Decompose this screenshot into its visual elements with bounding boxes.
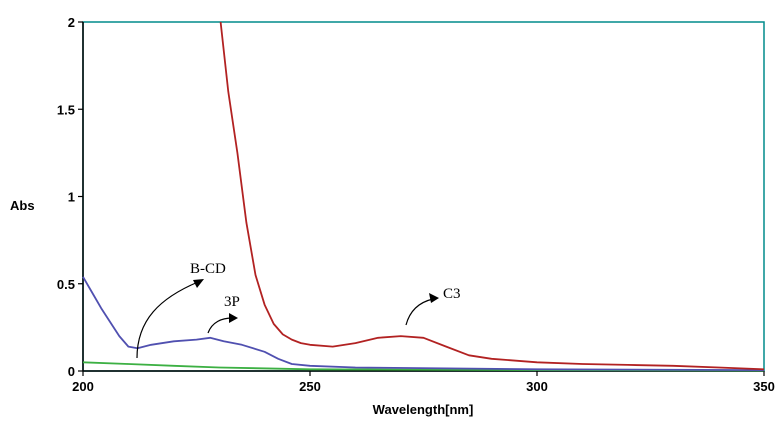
x-tick-label: 300 <box>526 379 548 394</box>
annotation-label-3p: 3P <box>224 294 240 310</box>
y-tick-label: 2 <box>68 15 75 30</box>
y-tick-label: 1 <box>68 190 75 205</box>
x-tick-label: 200 <box>72 379 94 394</box>
y-tick-label: 0 <box>68 364 75 379</box>
annotation-arrow-b-cd <box>136 281 199 359</box>
annotation-arrow-c3 <box>405 298 434 326</box>
series-line-c3 <box>219 21 765 371</box>
x-tick-label: 350 <box>753 379 775 394</box>
plot-area <box>82 21 765 372</box>
annotation-arrowhead-c3 <box>429 293 439 303</box>
x-axis: 200 250 300 350 <box>72 370 775 394</box>
y-tick-label: 1.5 <box>57 102 75 117</box>
annotation-label-b-cd: B-CD <box>190 261 226 277</box>
y-axis-label: Abs <box>10 198 35 213</box>
series-line-3p <box>82 276 765 371</box>
annotation-arrowhead-b-cd <box>193 279 204 288</box>
y-tick-label: 0.5 <box>57 277 75 292</box>
x-tick-label: 250 <box>299 379 321 394</box>
annotation-arrowhead-3p <box>229 313 238 323</box>
annotation-label-c3: C3 <box>443 286 461 302</box>
x-axis-label: Wavelength[nm] <box>373 402 474 417</box>
y-axis: 0 0.5 1 1.5 2 <box>57 15 84 379</box>
annotations: B-CD 3P C3 <box>136 261 461 359</box>
